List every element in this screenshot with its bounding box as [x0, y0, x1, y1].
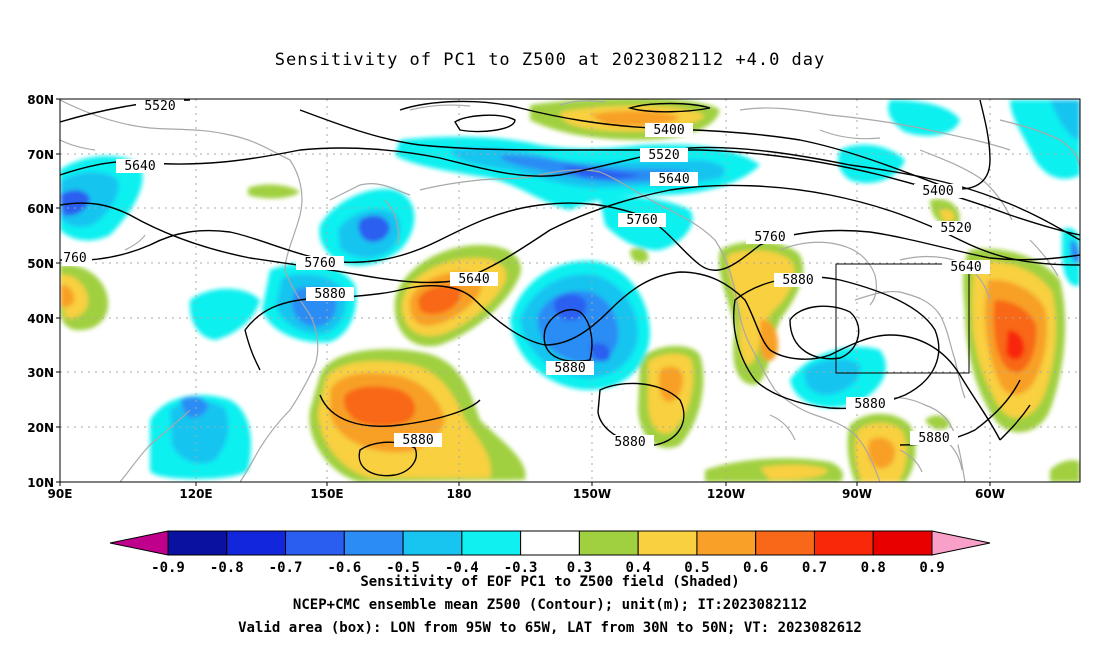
contour-5880-left: [244, 329, 261, 371]
colorbar-swatch: [872, 530, 933, 556]
map-frame: [59, 98, 1081, 483]
colorbar: -0.9 -0.8 -0.7 -0.6 -0.5 -0.4 -0.3 0.3 0.4 0.5 0.6…: [109, 530, 991, 576]
lon-label: 150E: [310, 487, 343, 501]
colorbar-label: -0.5: [386, 560, 420, 576]
contour-label: 760: [63, 251, 86, 266]
contour-label: 5520: [648, 148, 679, 163]
colorbar-swatch: [755, 530, 815, 556]
colorbar-swatch: [696, 530, 757, 556]
contour-5880-main: [244, 271, 1001, 441]
colorbar-label: -0.6: [327, 560, 361, 576]
lat-label: 50N: [27, 257, 54, 271]
colorbar-swatch: [343, 530, 404, 556]
contour-5760-main: [60, 202, 1080, 271]
colorbar-label: -0.8: [210, 560, 244, 576]
contour-label: 5880: [314, 287, 345, 302]
contour-5880-conus: [733, 276, 940, 410]
contour-label: 5880: [402, 433, 433, 448]
contour-label: 5760: [304, 256, 335, 271]
lon-label: 120E: [179, 487, 212, 501]
caption-line-3: Valid area (box): LON from 95W to 65W, L…: [238, 620, 862, 636]
colorbar-swatch: [461, 530, 522, 556]
contour-5640-main: [60, 184, 1080, 284]
colorbar-label: -0.3: [504, 560, 538, 576]
colorbar-swatch: [578, 530, 639, 556]
contour-5880-cut: [543, 309, 593, 362]
lat-label: 80N: [27, 93, 54, 107]
colorbar-end-high: [931, 530, 991, 556]
contour-label: 5760: [626, 213, 657, 228]
contour-5400-top: [627, 102, 711, 113]
colorbar-swatch: [167, 530, 228, 556]
colorbar-label: 0.5: [684, 560, 709, 576]
colorbar-end-low: [109, 530, 169, 556]
lon-label: 150W: [573, 487, 611, 501]
contour-labels: 5520 5400 5520 5640 5640 5400 5760 5520 …: [62, 99, 990, 450]
contour-5880-southwest: [319, 394, 481, 427]
contour-5760-east: [999, 404, 1031, 441]
map-title: Sensitivity of PC1 to Z500 at 2023082112…: [274, 50, 826, 70]
valid-area-box: [835, 263, 970, 374]
colorbar-label: 0.8: [861, 560, 886, 576]
colorbar-swatch: [402, 530, 463, 556]
colorbar-label: 0.3: [567, 560, 592, 576]
lat-label: 30N: [27, 366, 54, 380]
lat-label: 70N: [27, 148, 54, 162]
contour-5400-inner: [454, 114, 516, 133]
sensitivity-shading: [60, 99, 1080, 482]
contour-5880-highcenter: [789, 305, 860, 360]
contour-5400: [399, 99, 991, 190]
caption-line-1: Sensitivity of EOF PC1 to Z500 field (Sh…: [360, 574, 740, 590]
colorbar-label: -0.7: [269, 560, 303, 576]
colorbar-label: 0.7: [802, 560, 827, 576]
contour-label: 5640: [458, 272, 489, 287]
contour-label: 5400: [922, 184, 953, 199]
lon-label: 90W: [842, 487, 872, 501]
colorbar-swatch: [520, 530, 580, 556]
contour-label: 5400: [653, 123, 684, 138]
lon-axis: 90E 120E 150E 180 150W 120W 90W 60W: [48, 482, 1005, 501]
colorbar-label: -0.9: [151, 560, 185, 576]
lon-label: 90E: [48, 487, 73, 501]
lat-label: 10N: [27, 476, 54, 490]
contour-5880-pacific: [597, 382, 685, 446]
lat-label: 20N: [27, 421, 54, 435]
contour-5640-west: [60, 146, 1080, 241]
contour-5880-bottom: [358, 441, 417, 477]
lat-label: 60N: [27, 202, 54, 216]
colorbar-label: 0.6: [743, 560, 768, 576]
colorbar-swatch: [637, 530, 698, 556]
contour-label: 5520: [940, 221, 971, 236]
colorbar-label: 0.9: [919, 560, 944, 576]
contour-label: 5640: [658, 172, 689, 187]
contour-label: 5880: [854, 397, 885, 412]
lon-label: 180: [446, 487, 471, 501]
contour-label: 5880: [554, 361, 585, 376]
colorbar-label: -0.4: [445, 560, 479, 576]
lon-label: 120W: [707, 487, 745, 501]
z500-contours: [60, 99, 1080, 477]
contour-label: 5640: [124, 159, 155, 174]
caption-line-2: NCEP+CMC ensemble mean Z500 (Contour); u…: [292, 597, 808, 613]
contour-5520-mid: [299, 109, 1080, 236]
lat-axis: 80N 70N 60N 50N 40N 30N 20N 10N: [27, 93, 60, 490]
contour-label: 5880: [782, 273, 813, 288]
colorbar-swatch: [226, 530, 287, 556]
colorbar-swatch: [813, 530, 874, 556]
lat-label: 40N: [27, 312, 54, 326]
contour-label: 5760: [754, 230, 785, 245]
lon-label: 60W: [975, 487, 1005, 501]
colorbar-swatch: [285, 530, 345, 556]
contour-label: 5640: [950, 260, 981, 275]
colorbar-label: 0.4: [626, 560, 651, 576]
contour-label: 5880: [918, 431, 949, 446]
contour-label: 5880: [614, 435, 645, 450]
contour-label: 5520: [144, 99, 175, 114]
